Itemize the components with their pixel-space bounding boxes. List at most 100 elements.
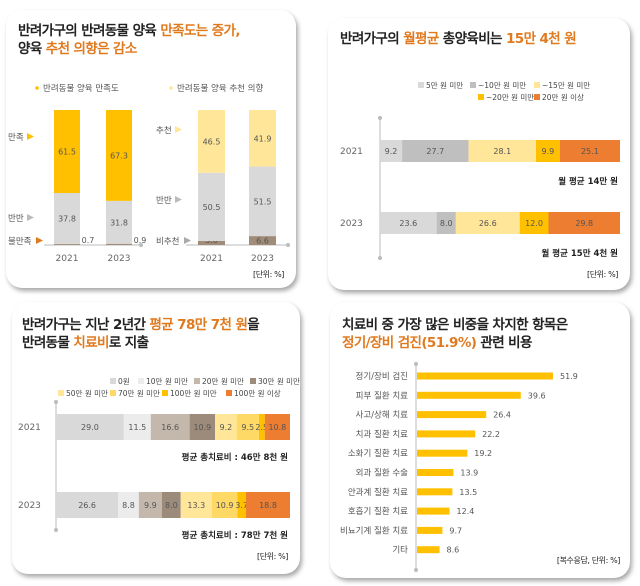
legend-label: 100만 원 이상: [234, 388, 281, 398]
bar-segment: [54, 244, 80, 245]
bar-segment: [56, 414, 124, 440]
data-label: 2.5: [255, 423, 268, 432]
monthly-cost-chart: 5만 원 미만 ~10만 원 미만 ~15만 원 미만 ~20만 원 미만 20만 원 …: [340, 81, 620, 260]
data-label: 10.9: [216, 501, 234, 510]
average-annotation: 월 평균 15만 4천 원: [541, 248, 618, 259]
title-text: 반려가구는 지난 2년간: [22, 317, 150, 333]
data-label: 0.9: [134, 236, 147, 245]
bar: [417, 488, 453, 496]
legend-swatch: [138, 378, 144, 384]
category-label: 소화기 질환 치료: [348, 448, 408, 459]
data-label: 9.2: [220, 423, 233, 432]
average-annotation: 평균 총치료비 : 46만 8천 원: [182, 452, 288, 463]
pointer-arrow-icon: [184, 237, 191, 244]
pointer-arrow-icon: [27, 214, 34, 221]
bar-segment: [162, 492, 181, 518]
data-label: 9.9: [144, 501, 157, 510]
data-label: 28.1: [493, 147, 511, 156]
bar-segment: [198, 172, 225, 241]
title-highlight: 월평균: [403, 31, 439, 47]
satisfaction-card: 반려가구의 반려동물 양육 만족도는 증가, 양육 추천 의향은 감소 반려동물…: [6, 10, 296, 288]
treatment-items-title: 치료비 중 가장 많은 비중을 차지한 항목은 정기/장비 검진(51.9%) …: [342, 316, 568, 352]
bar: [417, 526, 443, 534]
title-highlight: 15만 4천 원: [505, 31, 577, 47]
category-label: 호흡기 질환 치료: [348, 506, 408, 517]
bar-segment: [150, 414, 190, 440]
category-label: 불만족: [8, 236, 32, 247]
data-label: 0.7: [82, 236, 95, 245]
bar: [417, 469, 454, 476]
unit-label: [복수응답, 단위: %]: [556, 556, 621, 565]
data-label: 13.9: [460, 469, 478, 478]
bar-segment: [189, 414, 216, 440]
data-label: 12.0: [525, 219, 543, 228]
data-label: 9.2: [385, 147, 398, 156]
bar-segment: [106, 200, 132, 244]
legend-title: 반려동물 양육 만족도: [43, 83, 119, 94]
satisfaction-title: 반려가구의 반려동물 양육 만족도는 증가, 양육 추천 의향은 감소: [18, 22, 240, 58]
title-highlight: 치료비: [73, 335, 109, 351]
data-label: 46.5: [203, 137, 221, 146]
bar-segment: [249, 110, 276, 167]
axis-end-dot: [378, 116, 382, 120]
title-text: 을: [247, 317, 260, 333]
title-highlight: 만족도는 증가,: [160, 23, 240, 39]
bar-segment: [106, 243, 132, 245]
title-text: 반려가구의 반려동물 양육: [18, 23, 161, 39]
legend-swatch: [58, 390, 64, 396]
legend-swatch: [110, 378, 116, 384]
bar-segment: [180, 492, 212, 518]
bar-segment: [215, 414, 237, 440]
data-label: 50.5: [203, 203, 221, 212]
legend-label: 20만 원 이상: [542, 92, 584, 102]
bar: [417, 546, 440, 554]
data-label: 29.0: [81, 423, 99, 432]
bar-segment: [519, 212, 549, 234]
unit-label: [단위: %]: [252, 270, 284, 279]
data-label: 26.6: [78, 501, 96, 510]
bar-segment: [249, 236, 276, 245]
bar-segment: [198, 110, 225, 173]
axis-end-dot: [378, 256, 382, 260]
legend-swatch: [478, 94, 484, 100]
legend-label: 10만 원 미만: [146, 377, 188, 386]
title-text: 총양육비는: [438, 31, 506, 47]
bar-segment: [54, 193, 80, 245]
bar-segment: [118, 492, 139, 518]
title-text: 치료비 중 가장 많은 비중을 차지한 항목은: [342, 317, 568, 333]
legend-label: 100만 원 미만: [170, 389, 217, 398]
unit-label: [단위: %]: [256, 552, 288, 561]
title-text: 양육: [18, 41, 46, 57]
average-annotation: 평균 총치료비 : 78만 7천 원: [182, 530, 288, 541]
category-label: 반반: [156, 195, 172, 206]
title-highlight: 정기/장비 검진(51.9%): [342, 335, 477, 351]
bar-segment: [258, 414, 265, 440]
legend-dot: [169, 86, 173, 90]
category-label: 만족: [8, 133, 24, 143]
category-label: 정기/장비 검진: [356, 371, 409, 382]
title-text: 반려가구의: [340, 31, 404, 47]
data-label: 13.5: [459, 488, 477, 497]
data-label: 6.6: [256, 237, 269, 246]
bar-segment: [211, 492, 238, 518]
data-label: 8.0: [165, 501, 178, 510]
x-tick-label: 2023: [251, 254, 274, 264]
bar: [417, 391, 521, 399]
data-label: 12.4: [456, 507, 474, 516]
y-tick-label: 2023: [340, 219, 363, 229]
category-label: 비추천: [156, 236, 179, 247]
legend-label: 50만 원 미만: [66, 389, 108, 398]
pointer-arrow-icon: [175, 196, 182, 203]
bar: [417, 449, 468, 457]
data-label: 9.5: [241, 423, 254, 432]
pointer-arrow-icon: [36, 237, 43, 244]
monthly-cost-title: 반려가구의 월평균 총양육비는 15만 4천 원: [340, 30, 577, 48]
legend-label: 0원: [118, 377, 130, 386]
data-label: 19.2: [474, 449, 492, 458]
bar-segment: [138, 492, 163, 518]
data-label: 25.1: [581, 147, 599, 156]
bar-segment: [264, 414, 290, 440]
legend-label: ~20만 원 미만: [486, 93, 534, 102]
data-label: 16.6: [161, 423, 179, 432]
bar: [417, 411, 487, 419]
